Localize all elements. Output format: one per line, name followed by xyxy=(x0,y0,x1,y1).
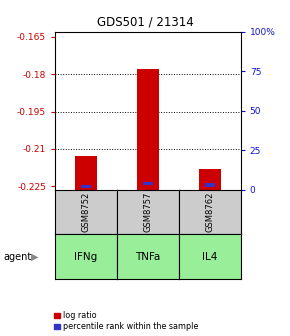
Text: GDS501 / 21314: GDS501 / 21314 xyxy=(97,15,193,28)
Bar xyxy=(143,182,153,185)
Text: agent: agent xyxy=(3,252,31,262)
Text: TNFa: TNFa xyxy=(135,252,161,262)
Bar xyxy=(205,183,215,187)
Legend: log ratio, percentile rank within the sample: log ratio, percentile rank within the sa… xyxy=(53,310,199,332)
Text: GSM8752: GSM8752 xyxy=(81,192,90,232)
Text: GSM8762: GSM8762 xyxy=(205,192,214,232)
Bar xyxy=(199,169,221,190)
Text: IL4: IL4 xyxy=(202,252,218,262)
Bar xyxy=(137,69,159,190)
Text: GSM8757: GSM8757 xyxy=(143,192,153,232)
Text: IFNg: IFNg xyxy=(75,252,98,262)
Text: ▶: ▶ xyxy=(31,252,39,262)
Bar xyxy=(75,156,97,190)
Bar xyxy=(81,185,91,188)
